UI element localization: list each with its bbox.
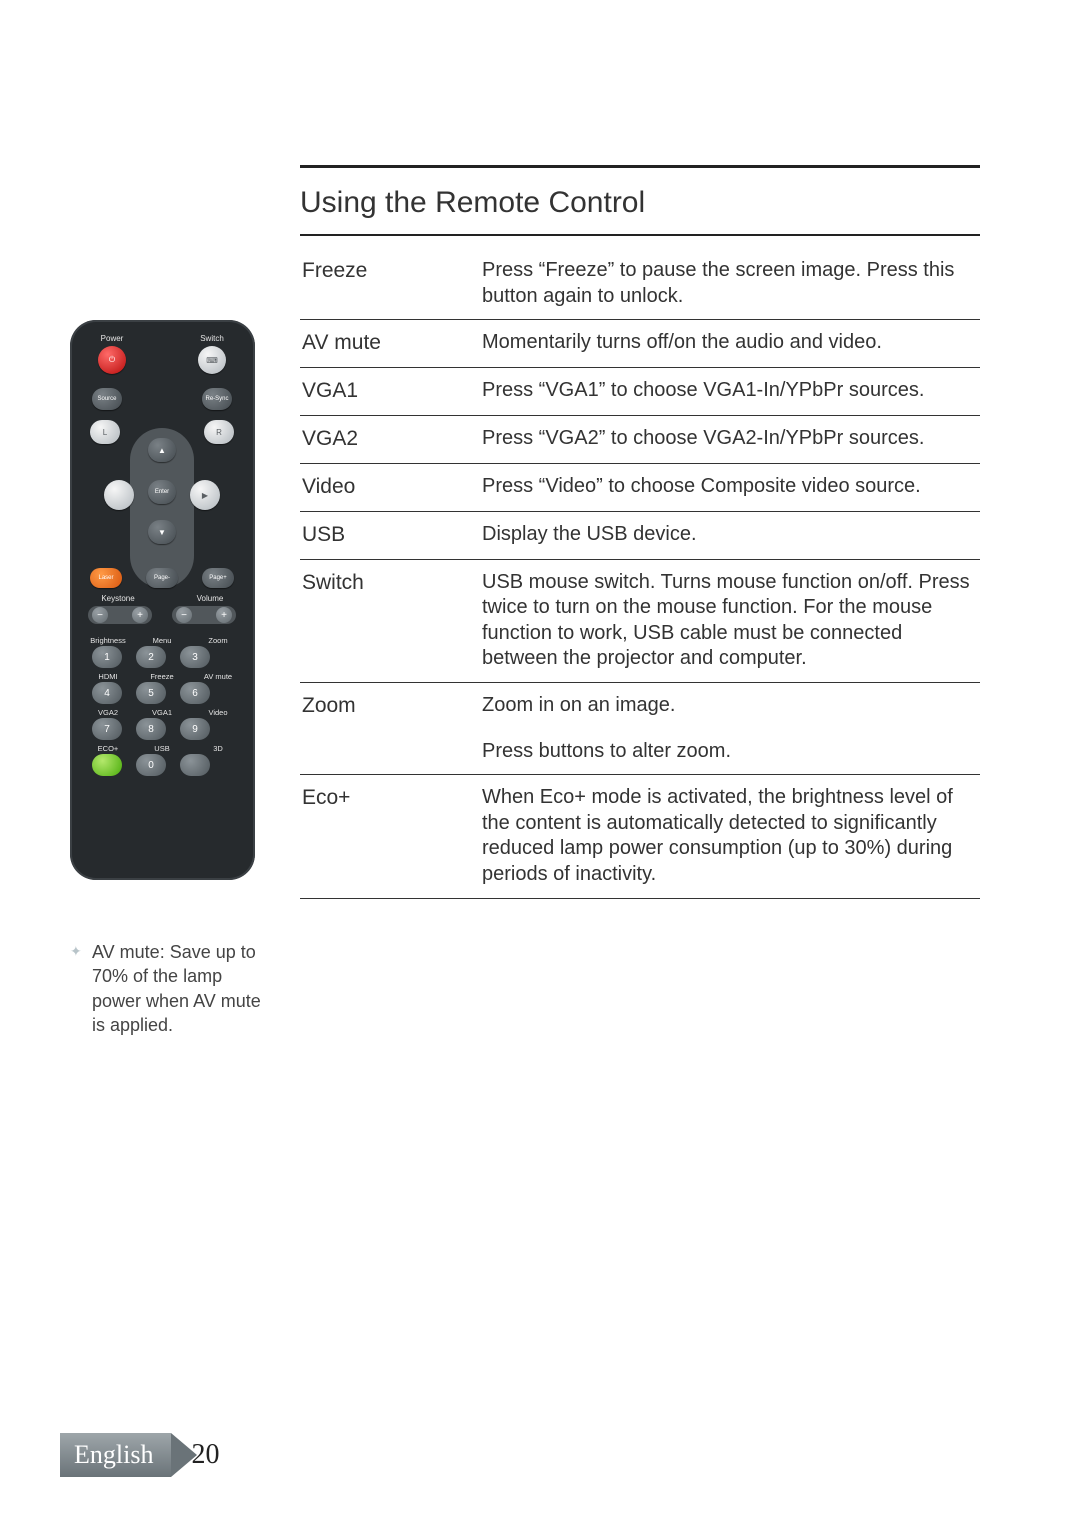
numlabel-zoom: Zoom <box>208 636 227 645</box>
page-plus-button-icon: Page+ <box>202 568 234 588</box>
numlabel-vga1: VGA1 <box>152 708 172 717</box>
num-5: 5 <box>136 682 166 704</box>
label-switch: Switch <box>200 334 224 343</box>
table-row: FreezePress “Freeze” to pause the screen… <box>300 248 980 320</box>
label-power: Power <box>101 334 124 343</box>
blank-button-icon <box>104 480 134 510</box>
feature-value: Press “VGA1” to choose VGA1-In/YPbPr sou… <box>480 368 980 416</box>
page-footer: English 20 <box>60 1433 219 1477</box>
feature-value: When Eco+ mode is activated, the brightn… <box>480 775 980 898</box>
numlabel-brightness: Brightness <box>90 636 125 645</box>
numrow-2: 4 5 6 <box>92 682 210 704</box>
num-1: 1 <box>92 646 122 668</box>
laser-button-icon: Laser <box>90 568 122 588</box>
numrow-3: 7 8 9 <box>92 718 210 740</box>
feature-value: Zoom in on an image. <box>480 682 980 728</box>
feature-key: Switch <box>300 559 480 682</box>
num-3: 3 <box>180 646 210 668</box>
note-text: AV mute: Save up to 70% of the lamp powe… <box>92 940 270 1037</box>
num-2: 2 <box>136 646 166 668</box>
feature-key: Video <box>300 463 480 511</box>
feature-table: FreezePress “Freeze” to pause the screen… <box>300 248 980 899</box>
num-8: 8 <box>136 718 166 740</box>
num-3d-blank <box>180 754 210 776</box>
keystone-pill-icon: −+ <box>88 606 152 624</box>
feature-key: AV mute <box>300 320 480 368</box>
l-button-icon: L <box>90 420 120 444</box>
feature-value: USB mouse switch. Turns mouse function o… <box>480 559 980 682</box>
numrow-1: 1 2 3 <box>92 646 210 668</box>
feature-value: Press “VGA2” to choose VGA2-In/YPbPr sou… <box>480 415 980 463</box>
sidebar: Power Switch ⏻ ⌨ Source Re-Sync L R ▲ En… <box>70 320 270 1037</box>
num-7: 7 <box>92 718 122 740</box>
feature-key: Zoom <box>300 682 480 774</box>
page-minus-button-icon: Page- <box>146 568 178 588</box>
label-volume: Volume <box>197 594 224 603</box>
numlabel-usb: USB <box>154 744 169 753</box>
source-button-icon: Source <box>92 388 122 410</box>
table-row: USBDisplay the USB device. <box>300 511 980 559</box>
feature-value: Momentarily turns off/on the audio and v… <box>480 320 980 368</box>
switch-button-icon: ⌨ <box>198 346 226 374</box>
num-9: 9 <box>180 718 210 740</box>
power-button-icon: ⏻ <box>98 346 126 374</box>
rule-top <box>300 165 980 168</box>
numrow-4: 0 <box>92 754 210 776</box>
feature-key: VGA2 <box>300 415 480 463</box>
table-row: VGA1Press “VGA1” to choose VGA1-In/YPbPr… <box>300 368 980 416</box>
sidebar-note: ✦ AV mute: Save up to 70% of the lamp po… <box>70 940 270 1037</box>
resync-button-icon: Re-Sync <box>202 388 232 410</box>
footer-language: English <box>60 1433 171 1477</box>
volume-pill-icon: −+ <box>172 606 236 624</box>
table-row: SwitchUSB mouse switch. Turns mouse func… <box>300 559 980 682</box>
remote-control-illustration: Power Switch ⏻ ⌨ Source Re-Sync L R ▲ En… <box>70 320 255 880</box>
main-content: Using the Remote Control FreezePress “Fr… <box>300 165 980 899</box>
numlabel-vga2: VGA2 <box>98 708 118 717</box>
footer-page-number: 20 <box>185 1433 219 1477</box>
num-6: 6 <box>180 682 210 704</box>
table-row: VideoPress “Video” to choose Composite v… <box>300 463 980 511</box>
enter-button-icon: Enter <box>148 480 176 504</box>
numlabel-eco: ECO+ <box>98 744 119 753</box>
section-title: Using the Remote Control <box>300 186 980 220</box>
feature-value: Display the USB device. <box>480 511 980 559</box>
r-button-icon: R <box>204 420 234 444</box>
numlabel-freeze: Freeze <box>150 672 173 681</box>
note-bullet-icon: ✦ <box>70 940 92 1037</box>
numlabel-hdmi: HDMI <box>98 672 117 681</box>
numlabel-avmute: AV mute <box>204 672 232 681</box>
feature-value: Press buttons to alter zoom. <box>480 729 980 775</box>
feature-key: Eco+ <box>300 775 480 898</box>
table-row: VGA2Press “VGA2” to choose VGA2-In/YPbPr… <box>300 415 980 463</box>
table-row: AV muteMomentarily turns off/on the audi… <box>300 320 980 368</box>
numlabel-video: Video <box>208 708 227 717</box>
down-arrow-icon: ▼ <box>148 520 176 544</box>
feature-value: Press “Freeze” to pause the screen image… <box>480 248 980 320</box>
play-button-icon: ▶ <box>190 480 220 510</box>
feature-key: Freeze <box>300 248 480 320</box>
table-row: Eco+When Eco+ mode is activated, the bri… <box>300 775 980 898</box>
feature-key: USB <box>300 511 480 559</box>
num-eco-green <box>92 754 122 776</box>
table-row: ZoomZoom in on an image. <box>300 682 980 728</box>
label-keystone: Keystone <box>101 594 134 603</box>
feature-key: VGA1 <box>300 368 480 416</box>
up-arrow-icon: ▲ <box>148 438 176 462</box>
numlabel-3d: 3D <box>213 744 223 753</box>
num-0: 0 <box>136 754 166 776</box>
rule-under-title <box>300 234 980 236</box>
feature-value: Press “Video” to choose Composite video … <box>480 463 980 511</box>
num-4: 4 <box>92 682 122 704</box>
numlabel-menu: Menu <box>153 636 172 645</box>
